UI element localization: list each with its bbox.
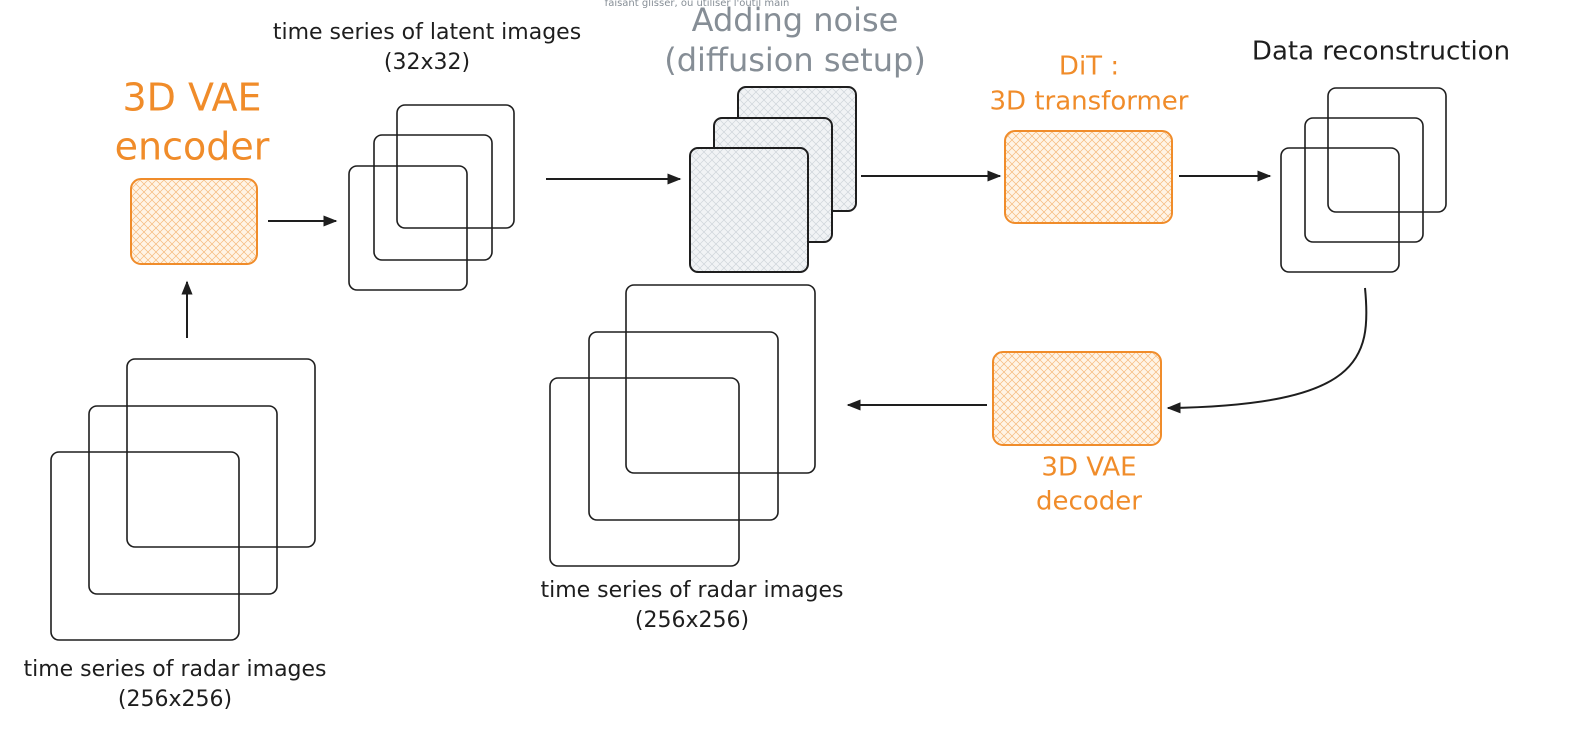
encoder-label: encoder — [115, 125, 270, 169]
output-frame — [549, 377, 740, 567]
latent-label: time series of latent images — [273, 20, 581, 45]
notice: faisant glisser, ou utiliser l'outil mai… — [605, 0, 790, 9]
recon-frame — [1327, 87, 1447, 213]
encoder-box — [130, 178, 258, 265]
input-label: (256x256) — [118, 687, 232, 712]
arrow — [1166, 287, 1368, 414]
latent-label: (32x32) — [384, 50, 470, 75]
output-label: (256x256) — [635, 608, 749, 633]
encoder-label: 3D VAE — [122, 76, 261, 120]
output-frame — [588, 331, 779, 521]
output-label: time series of radar images — [540, 578, 843, 603]
latent-frame — [348, 165, 468, 291]
dit-label: DiT : — [1059, 52, 1119, 82]
recon-frame — [1304, 117, 1424, 243]
decoder-box — [992, 351, 1162, 446]
decoder-label: 3D VAE — [1041, 453, 1136, 483]
recon-frame — [1280, 147, 1400, 273]
noise-label: (diffusion setup) — [664, 41, 926, 79]
image-frame — [126, 358, 316, 548]
dit-box — [1004, 130, 1173, 224]
recon-label: Data reconstruction — [1252, 37, 1510, 67]
output-frame — [625, 284, 816, 474]
decoder-label: decoder — [1036, 487, 1142, 517]
noise-label: Adding noise — [692, 1, 899, 39]
latent-frame — [373, 134, 493, 261]
dit-label: 3D transformer — [990, 87, 1189, 117]
input-label: time series of radar images — [23, 657, 326, 682]
image-frame — [88, 405, 278, 595]
image-frame — [50, 451, 240, 641]
noisy-frame — [689, 147, 809, 273]
